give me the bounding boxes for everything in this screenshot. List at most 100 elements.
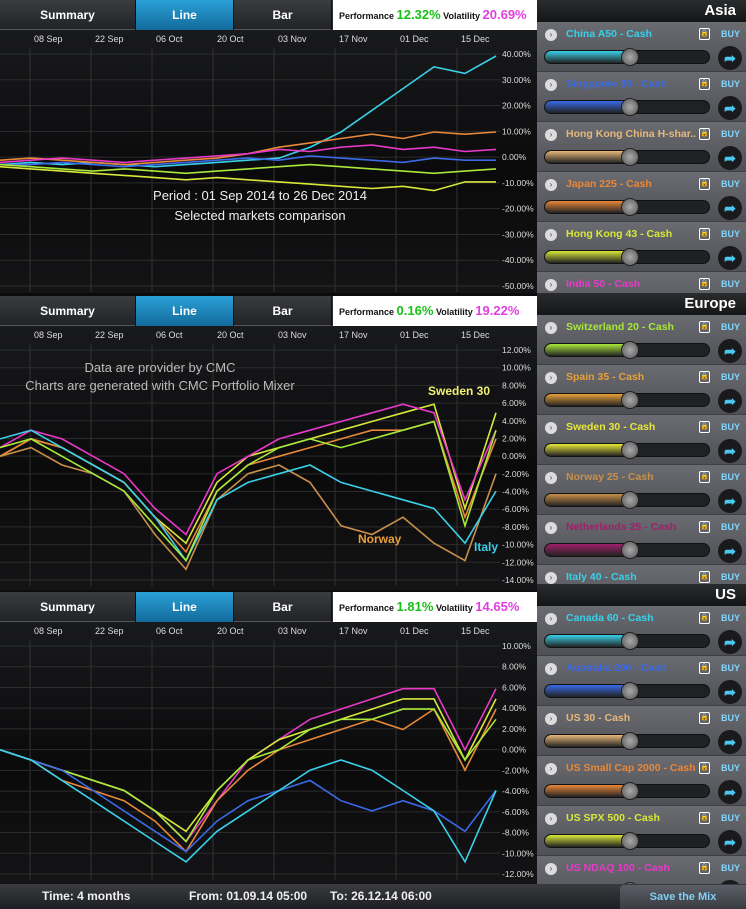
tab-bar[interactable]: Bar <box>234 0 332 30</box>
trade-swirl-icon[interactable]: ➦ <box>718 880 742 884</box>
lock-icon[interactable]: 🔒 <box>699 178 710 190</box>
tab-summary[interactable]: Summary <box>0 0 136 30</box>
trade-swirl-icon[interactable]: ➦ <box>718 389 742 413</box>
lock-icon[interactable]: 🔒 <box>699 371 710 383</box>
buy-button[interactable]: BUY <box>720 179 740 189</box>
slider-knob[interactable] <box>621 341 640 359</box>
buy-button[interactable]: BUY <box>720 713 740 723</box>
slider-knob[interactable] <box>621 541 640 559</box>
trade-swirl-icon[interactable]: ➦ <box>718 680 742 704</box>
lock-icon[interactable]: 🔒 <box>699 862 710 874</box>
trade-swirl-icon[interactable]: ➦ <box>718 539 742 563</box>
tab-line[interactable]: Line <box>136 0 234 30</box>
tab-bar[interactable]: Bar <box>234 592 332 622</box>
slider-knob[interactable] <box>621 148 640 166</box>
y-tick-label: 12.00% <box>502 345 531 355</box>
slider-knob[interactable] <box>621 832 640 850</box>
lock-icon[interactable]: 🔒 <box>699 228 710 240</box>
slider-knob[interactable] <box>621 782 640 800</box>
expand-icon[interactable]: › <box>545 29 557 41</box>
slider-knob[interactable] <box>621 248 640 266</box>
buy-button[interactable]: BUY <box>720 763 740 773</box>
trade-swirl-icon[interactable]: ➦ <box>718 339 742 363</box>
buy-button[interactable]: BUY <box>720 229 740 239</box>
buy-button[interactable]: BUY <box>720 813 740 823</box>
slider-knob[interactable] <box>621 682 640 700</box>
buy-button[interactable]: BUY <box>720 613 740 623</box>
trade-swirl-icon[interactable]: ➦ <box>718 96 742 120</box>
lock-icon[interactable]: 🔒 <box>699 762 710 774</box>
slider-knob[interactable] <box>621 632 640 650</box>
expand-icon[interactable]: › <box>545 229 557 241</box>
lock-icon[interactable]: 🔒 <box>699 521 710 533</box>
expand-icon[interactable]: › <box>545 613 557 625</box>
buy-button[interactable]: BUY <box>720 279 740 289</box>
trade-swirl-icon[interactable]: ➦ <box>718 830 742 854</box>
buy-button[interactable]: BUY <box>720 322 740 332</box>
tab-summary[interactable]: Summary <box>0 296 136 326</box>
tab-line[interactable]: Line <box>136 592 234 622</box>
date-tick: 15 Dec <box>461 626 490 636</box>
expand-icon[interactable]: › <box>545 813 557 825</box>
lock-icon[interactable]: 🔒 <box>699 321 710 333</box>
slider-knob[interactable] <box>621 732 640 750</box>
slider-knob[interactable] <box>621 48 640 66</box>
expand-icon[interactable]: › <box>545 863 557 875</box>
trade-swirl-icon[interactable]: ➦ <box>718 196 742 220</box>
lock-icon[interactable]: 🔒 <box>699 571 710 583</box>
lock-icon[interactable]: 🔒 <box>699 28 710 40</box>
slider-knob[interactable] <box>621 391 640 409</box>
expand-icon[interactable]: › <box>545 279 557 291</box>
lock-icon[interactable]: 🔒 <box>699 471 710 483</box>
expand-icon[interactable]: › <box>545 763 557 775</box>
tab-line[interactable]: Line <box>136 296 234 326</box>
tab-bar[interactable]: Bar <box>234 296 332 326</box>
lock-icon[interactable]: 🔒 <box>699 712 710 724</box>
lock-icon[interactable]: 🔒 <box>699 421 710 433</box>
expand-icon[interactable]: › <box>545 572 557 584</box>
y-tick-label: 10.00% <box>502 363 531 373</box>
save-mix-button[interactable]: Save the Mix <box>620 885 746 909</box>
buy-button[interactable]: BUY <box>720 422 740 432</box>
buy-button[interactable]: BUY <box>720 522 740 532</box>
lock-icon[interactable]: 🔒 <box>699 662 710 674</box>
trade-swirl-icon[interactable]: ➦ <box>718 46 742 70</box>
expand-icon[interactable]: › <box>545 422 557 434</box>
trade-swirl-icon[interactable]: ➦ <box>718 730 742 754</box>
market-row: › Switzerland 20 - Cash 🔒 BUY ➦ <box>537 315 746 365</box>
buy-button[interactable]: BUY <box>720 29 740 39</box>
slider-knob[interactable] <box>621 98 640 116</box>
expand-icon[interactable]: › <box>545 322 557 334</box>
trade-swirl-icon[interactable]: ➦ <box>718 146 742 170</box>
expand-icon[interactable]: › <box>545 663 557 675</box>
trade-swirl-icon[interactable]: ➦ <box>718 489 742 513</box>
trade-swirl-icon[interactable]: ➦ <box>718 246 742 270</box>
lock-icon[interactable]: 🔒 <box>699 278 710 290</box>
expand-icon[interactable]: › <box>545 713 557 725</box>
expand-icon[interactable]: › <box>545 372 557 384</box>
slider-knob[interactable] <box>621 441 640 459</box>
buy-button[interactable]: BUY <box>720 372 740 382</box>
lock-icon[interactable]: 🔒 <box>699 78 710 90</box>
lock-icon[interactable]: 🔒 <box>699 612 710 624</box>
expand-icon[interactable]: › <box>545 79 557 91</box>
buy-button[interactable]: BUY <box>720 863 740 873</box>
buy-button[interactable]: BUY <box>720 572 740 582</box>
slider-knob[interactable] <box>621 491 640 509</box>
expand-icon[interactable]: › <box>545 179 557 191</box>
buy-button[interactable]: BUY <box>720 79 740 89</box>
slider-knob[interactable] <box>621 198 640 216</box>
lock-icon[interactable]: 🔒 <box>699 812 710 824</box>
expand-icon[interactable]: › <box>545 522 557 534</box>
trade-swirl-icon[interactable]: ➦ <box>718 780 742 804</box>
buy-button[interactable]: BUY <box>720 663 740 673</box>
buy-button[interactable]: BUY <box>720 129 740 139</box>
lock-icon[interactable]: 🔒 <box>699 128 710 140</box>
date-tick: 15 Dec <box>461 330 490 340</box>
tab-summary[interactable]: Summary <box>0 592 136 622</box>
expand-icon[interactable]: › <box>545 472 557 484</box>
expand-icon[interactable]: › <box>545 129 557 141</box>
trade-swirl-icon[interactable]: ➦ <box>718 439 742 463</box>
trade-swirl-icon[interactable]: ➦ <box>718 630 742 654</box>
buy-button[interactable]: BUY <box>720 472 740 482</box>
